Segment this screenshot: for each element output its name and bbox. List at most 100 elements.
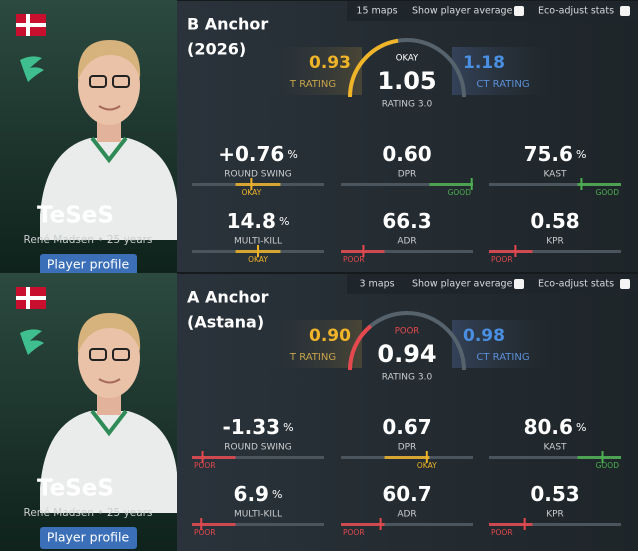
t-rating-label: T RATING bbox=[289, 79, 336, 90]
stat-value: 0.60 bbox=[382, 142, 431, 166]
shirt bbox=[40, 138, 177, 240]
toolbar bbox=[347, 1, 638, 21]
toolbar bbox=[347, 274, 638, 294]
stats-panel bbox=[177, 273, 638, 551]
maps-count: 3 maps bbox=[359, 279, 394, 290]
show-average-label: Show player average bbox=[412, 279, 513, 290]
stat-bar-marker bbox=[601, 451, 604, 463]
flag-cross-h bbox=[16, 23, 46, 27]
shirt bbox=[40, 411, 177, 513]
stat-bar-zone bbox=[577, 456, 621, 459]
maps-count: 15 maps bbox=[356, 6, 397, 17]
stats-panel bbox=[177, 0, 638, 273]
stat-number: 60.7 bbox=[382, 482, 431, 506]
t-rating-label: T RATING bbox=[289, 352, 336, 363]
show-average-checkbox[interactable] bbox=[514, 6, 524, 16]
stat-value: 75.6% bbox=[524, 142, 587, 166]
stat-label: DPR bbox=[398, 443, 417, 453]
glasses-right bbox=[112, 348, 130, 361]
stat-value: 6.9% bbox=[234, 482, 283, 506]
show-average-checkbox[interactable] bbox=[514, 279, 524, 289]
stat-bar-zone bbox=[235, 183, 281, 186]
title-line: A Anchor bbox=[187, 288, 269, 307]
stat-bar-track bbox=[341, 183, 473, 186]
stat-number: 0.58 bbox=[530, 209, 579, 233]
stat-bar-zone bbox=[429, 183, 473, 186]
stat-unit: % bbox=[576, 421, 586, 434]
collar bbox=[90, 136, 128, 164]
player-name: TeSeS bbox=[37, 476, 114, 502]
stat-unit: % bbox=[272, 488, 282, 501]
profile-button-label: Player profile bbox=[47, 257, 130, 272]
gauge-fill bbox=[348, 324, 372, 371]
stat-number: 6.9 bbox=[234, 482, 269, 506]
eco-adjust-checkbox[interactable] bbox=[620, 6, 630, 16]
eco-adjust-label: Eco-adjust stats bbox=[538, 6, 614, 17]
glasses-left bbox=[89, 75, 107, 88]
stat-label: ADR bbox=[397, 237, 416, 247]
stat-label: DPR bbox=[398, 170, 417, 180]
player-photo bbox=[40, 40, 177, 240]
rating-label: RATING 3.0 bbox=[382, 373, 433, 383]
stat-bar-track bbox=[341, 523, 473, 526]
stat-label: KPR bbox=[546, 510, 564, 520]
stat-bar-track bbox=[489, 250, 621, 253]
stat-number: 0.53 bbox=[530, 482, 579, 506]
stat-level: POOR bbox=[194, 461, 216, 470]
profile-button[interactable] bbox=[40, 527, 137, 549]
ct-rating-value: 0.98 bbox=[463, 326, 505, 346]
profile-button[interactable] bbox=[40, 254, 137, 276]
t-rating-value: 0.90 bbox=[309, 326, 351, 346]
team-logo bbox=[20, 56, 44, 82]
stat-bar-track bbox=[341, 250, 473, 253]
stat-label: ADR bbox=[397, 510, 416, 520]
stat-label: KPR bbox=[546, 237, 564, 247]
stat-bar-marker bbox=[257, 245, 259, 257]
stat-level: OKAY bbox=[241, 188, 261, 197]
stat-value: -1.33% bbox=[222, 415, 293, 439]
stat-level: POOR bbox=[491, 528, 513, 537]
rating-label: RATING 3.0 bbox=[382, 100, 433, 110]
eco-adjust-checkbox[interactable] bbox=[620, 279, 630, 289]
player-photo bbox=[40, 313, 177, 513]
stat-level: GOOD bbox=[596, 461, 620, 470]
stat-bar-marker bbox=[250, 178, 253, 190]
glasses-right bbox=[112, 75, 130, 88]
stat-bar-marker bbox=[201, 451, 204, 463]
stat-number: 80.6 bbox=[524, 415, 573, 439]
stat-level: POOR bbox=[491, 255, 513, 264]
smile bbox=[98, 105, 121, 111]
player-details: René Madsen • 25 years bbox=[24, 507, 153, 519]
title-line: (Astana) bbox=[187, 313, 264, 332]
t-rating-value: 0.93 bbox=[309, 53, 351, 73]
ct-rating-box bbox=[452, 320, 552, 368]
stat-unit: % bbox=[283, 421, 293, 434]
stat-bar-marker bbox=[362, 245, 365, 257]
smile bbox=[98, 378, 121, 384]
stat-number: 0.60 bbox=[382, 142, 431, 166]
stat-bar-zone bbox=[577, 183, 621, 186]
stat-value: 60.7 bbox=[382, 482, 431, 506]
stat-level: POOR bbox=[343, 255, 365, 264]
stat-bar-track bbox=[192, 523, 324, 526]
stat-bar-marker bbox=[200, 518, 203, 530]
head bbox=[78, 45, 140, 125]
stat-value: +0.76% bbox=[218, 142, 298, 166]
stat-number: 66.3 bbox=[382, 209, 431, 233]
stat-bar-marker bbox=[523, 518, 526, 530]
stat-value: 0.58 bbox=[530, 209, 579, 233]
rating-value: 0.94 bbox=[377, 340, 436, 368]
stat-bar-zone bbox=[489, 523, 533, 526]
rating-level: OKAY bbox=[396, 54, 419, 64]
stat-bar-track bbox=[192, 456, 324, 459]
team-logo bbox=[20, 329, 44, 355]
stat-bar-marker bbox=[470, 178, 473, 190]
stat-number: -1.33 bbox=[222, 415, 280, 439]
profile-button-label: Player profile bbox=[47, 530, 130, 545]
stat-value: 0.53 bbox=[530, 482, 579, 506]
stat-level: POOR bbox=[343, 528, 365, 537]
stat-value: 66.3 bbox=[382, 209, 431, 233]
ct-rating-box bbox=[452, 47, 552, 95]
title-line: B Anchor bbox=[187, 15, 268, 34]
